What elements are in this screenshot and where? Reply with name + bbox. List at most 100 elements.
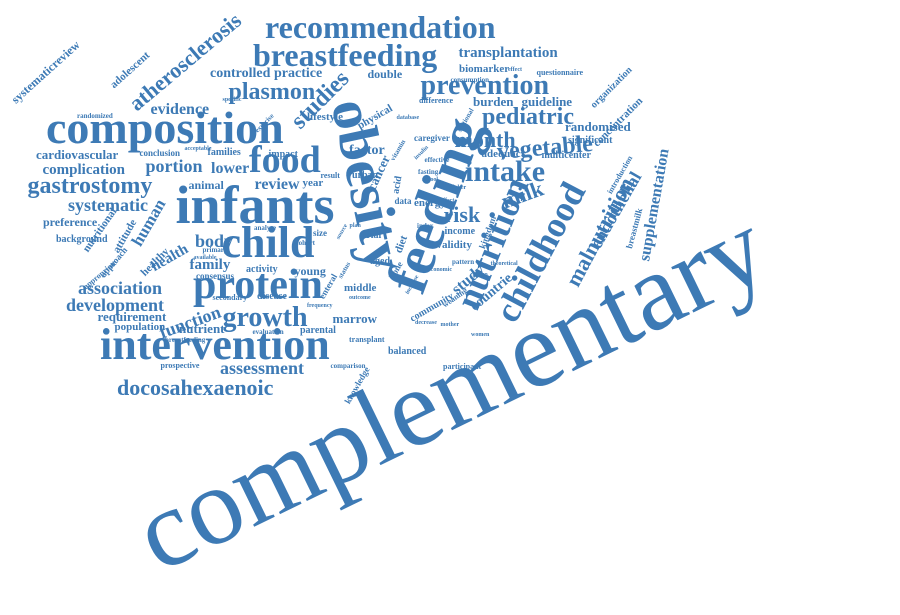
- word-consensus: consensus: [196, 270, 235, 281]
- word-economic: economic: [428, 267, 452, 273]
- word-intervention: intervention: [100, 320, 330, 369]
- word-validity: validity: [436, 238, 472, 251]
- word-income: income: [444, 226, 476, 237]
- word-prospective: prospective: [160, 361, 200, 370]
- word-guideline: guideline: [521, 93, 573, 109]
- word-database: database: [396, 115, 420, 121]
- word-docosahexaenoic: docosahexaenoic: [117, 375, 274, 400]
- word-young: young: [294, 264, 326, 278]
- word-effective: effective: [424, 155, 450, 164]
- word-pediatric: pediatric: [482, 104, 574, 130]
- word-assessment: assessment: [220, 358, 304, 378]
- word-growth: growth: [222, 302, 308, 333]
- word-complication: complication: [42, 161, 126, 178]
- word-controlled: controlled: [210, 66, 271, 81]
- word-comparison: comparison: [330, 361, 366, 370]
- word-data: data: [394, 195, 412, 206]
- word-activity: activity: [246, 264, 278, 275]
- word-decrease: decrease: [415, 320, 437, 326]
- word-association: association: [78, 278, 163, 298]
- word-middle: middle: [344, 281, 377, 294]
- word-difference: difference: [419, 96, 454, 105]
- word-significant: significant: [568, 135, 613, 146]
- word-infants: infants: [175, 175, 335, 235]
- word-population: population: [114, 320, 166, 333]
- word-randomized: randomized: [77, 111, 113, 120]
- word-mother: mother: [440, 322, 460, 328]
- word-caregiver: caregiver: [414, 132, 450, 143]
- word-participant: participant: [443, 362, 482, 371]
- word-lifestyle: lifestyle: [307, 110, 344, 123]
- word-trial: trial: [363, 230, 382, 241]
- word-questionnaire: questionnaire: [536, 68, 584, 77]
- word-background: background: [56, 234, 108, 245]
- word-transplantation: transplantation: [458, 44, 558, 61]
- word-child: child: [221, 218, 315, 267]
- word-secondary: secondary: [212, 293, 248, 302]
- word-lower: lower: [211, 160, 250, 177]
- word-conclusion: conclusion: [139, 147, 181, 158]
- word-index: index: [417, 221, 434, 230]
- word-prevention: prevention: [420, 70, 550, 101]
- word-food: food: [249, 139, 321, 181]
- word-cohort: cohort: [295, 238, 315, 247]
- word-specific: specific: [222, 97, 242, 103]
- word-affect: affect: [440, 198, 455, 204]
- word-systematicreview: systematicreview: [7, 37, 83, 107]
- word-multicenter: multicenter: [541, 150, 591, 161]
- word-practice: practice: [274, 66, 323, 81]
- word-result: result: [320, 171, 340, 180]
- word-cardiovascular: cardiovascular: [36, 146, 119, 162]
- word-gastrostomy: gastrostomy: [27, 173, 153, 199]
- word-nutrient: nutrient: [179, 320, 225, 336]
- word-outcome: outcome: [349, 295, 371, 301]
- word-breastfeeding: breastfeeding: [253, 37, 438, 73]
- word-energy: energy: [414, 196, 446, 209]
- word-theoretical: theoretical: [490, 261, 518, 267]
- word-plan: plan: [349, 223, 361, 229]
- word-preference: preference: [43, 215, 98, 229]
- word-urban: urban: [352, 170, 379, 181]
- word-intake: intake: [465, 155, 546, 188]
- word-adequacy: adequacy: [481, 147, 527, 160]
- word-recommendation: recommendation: [265, 9, 496, 45]
- word-available: available: [193, 255, 217, 261]
- word-family: family: [189, 256, 231, 273]
- word-body: body: [195, 231, 234, 251]
- word-plasmon: plasmon: [228, 79, 316, 105]
- word-animal: animal: [188, 178, 224, 192]
- word-marrow: marrow: [332, 310, 378, 326]
- word-acceptable: acceptable: [184, 146, 212, 152]
- word-analyse: analyse: [254, 223, 277, 232]
- word-aged: aged: [370, 256, 390, 267]
- word-protein: protein: [193, 262, 323, 308]
- word-pattern: pattern: [452, 257, 475, 266]
- word-evidence: evidence: [150, 101, 210, 118]
- word-effect: effect: [508, 67, 522, 73]
- word-fasting: fasting: [418, 167, 439, 176]
- word-risk: risk: [443, 202, 481, 227]
- word-transplant: transplant: [349, 335, 385, 344]
- word-higher: higher: [449, 185, 467, 191]
- word-group: group: [472, 272, 488, 278]
- word-systematic: systematic: [68, 195, 148, 215]
- word-randomised: randomised: [565, 118, 631, 134]
- word-size: size: [313, 227, 327, 238]
- word-factor: factor: [349, 143, 385, 158]
- word-evaluation: evaluation: [252, 327, 284, 336]
- word-burden: burden: [473, 93, 514, 109]
- word-families: families: [207, 147, 241, 158]
- word-consumption: consumption: [450, 75, 490, 84]
- word-year: year: [302, 176, 324, 189]
- word-portion: portion: [145, 156, 203, 176]
- word-requirement: requirement: [97, 308, 167, 324]
- word-primary: primary: [202, 245, 228, 254]
- word-disease: disease: [257, 291, 287, 302]
- word-women: women: [471, 332, 490, 338]
- word-composition: composition: [46, 102, 284, 153]
- word-status: status: [336, 260, 353, 280]
- word-month: month: [454, 127, 516, 152]
- word-double: double: [367, 67, 403, 81]
- word-breastfeeding-small: breastfeeding: [165, 335, 206, 344]
